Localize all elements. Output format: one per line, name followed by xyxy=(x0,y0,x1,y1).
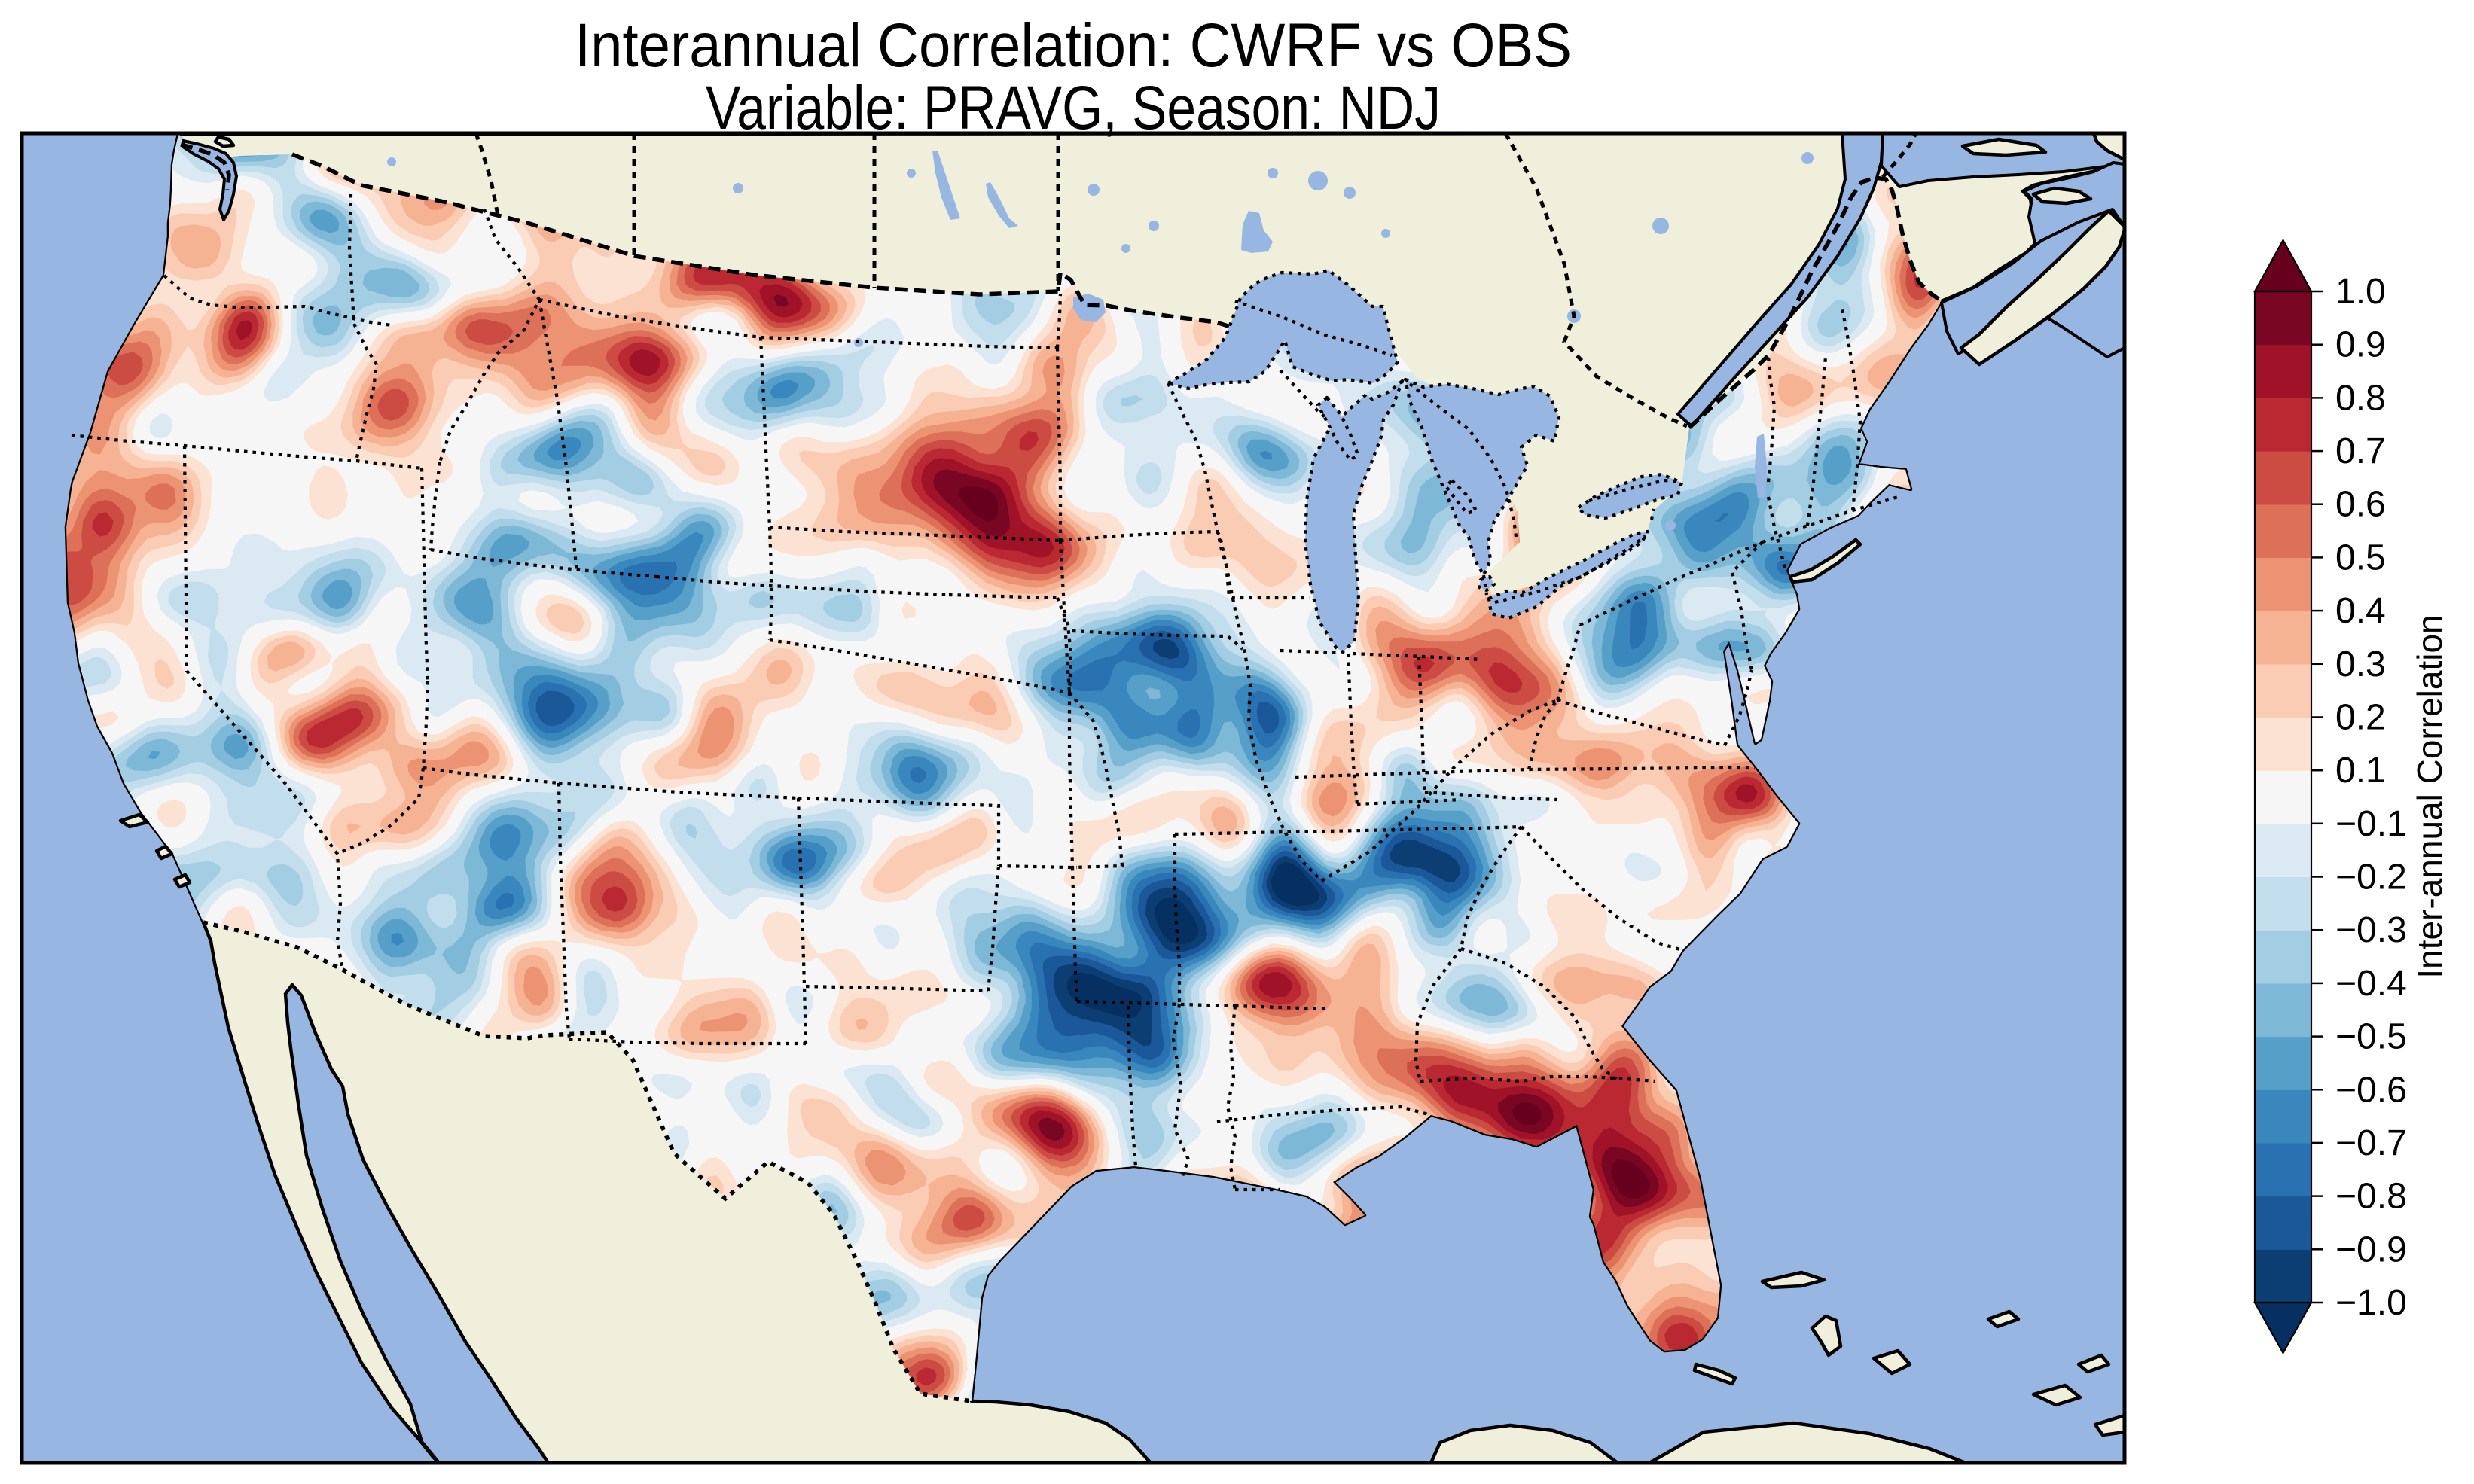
svg-text:−0.7: −0.7 xyxy=(2335,1123,2407,1163)
svg-text:0.9: 0.9 xyxy=(2335,325,2386,365)
svg-text:−0.4: −0.4 xyxy=(2335,964,2407,1004)
svg-text:0.1: 0.1 xyxy=(2335,751,2386,791)
svg-text:−0.9: −0.9 xyxy=(2335,1230,2407,1269)
svg-text:0.8: 0.8 xyxy=(2335,378,2386,418)
svg-text:−0.3: −0.3 xyxy=(2335,910,2407,950)
svg-text:1.0: 1.0 xyxy=(2335,272,2386,312)
svg-text:Interannual Correlation: CWRF: Interannual Correlation: CWRF vs OBS xyxy=(575,11,1572,80)
svg-text:−0.8: −0.8 xyxy=(2335,1177,2407,1217)
svg-text:0.6: 0.6 xyxy=(2335,485,2386,525)
svg-text:Variable: PRAVG, Season: NDJ: Variable: PRAVG, Season: NDJ xyxy=(706,74,1441,142)
svg-text:−1.0: −1.0 xyxy=(2335,1283,2407,1323)
svg-text:−0.6: −0.6 xyxy=(2335,1070,2407,1110)
svg-text:0.2: 0.2 xyxy=(2335,698,2386,738)
svg-text:0.3: 0.3 xyxy=(2335,644,2386,684)
svg-text:0.4: 0.4 xyxy=(2335,591,2386,631)
svg-text:−0.5: −0.5 xyxy=(2335,1017,2407,1057)
svg-text:0.7: 0.7 xyxy=(2335,431,2386,471)
svg-text:Inter-annual Correlation: Inter-annual Correlation xyxy=(2410,614,2449,978)
svg-text:0.5: 0.5 xyxy=(2335,538,2386,577)
svg-text:−0.1: −0.1 xyxy=(2335,804,2407,844)
svg-text:−0.2: −0.2 xyxy=(2335,858,2407,897)
